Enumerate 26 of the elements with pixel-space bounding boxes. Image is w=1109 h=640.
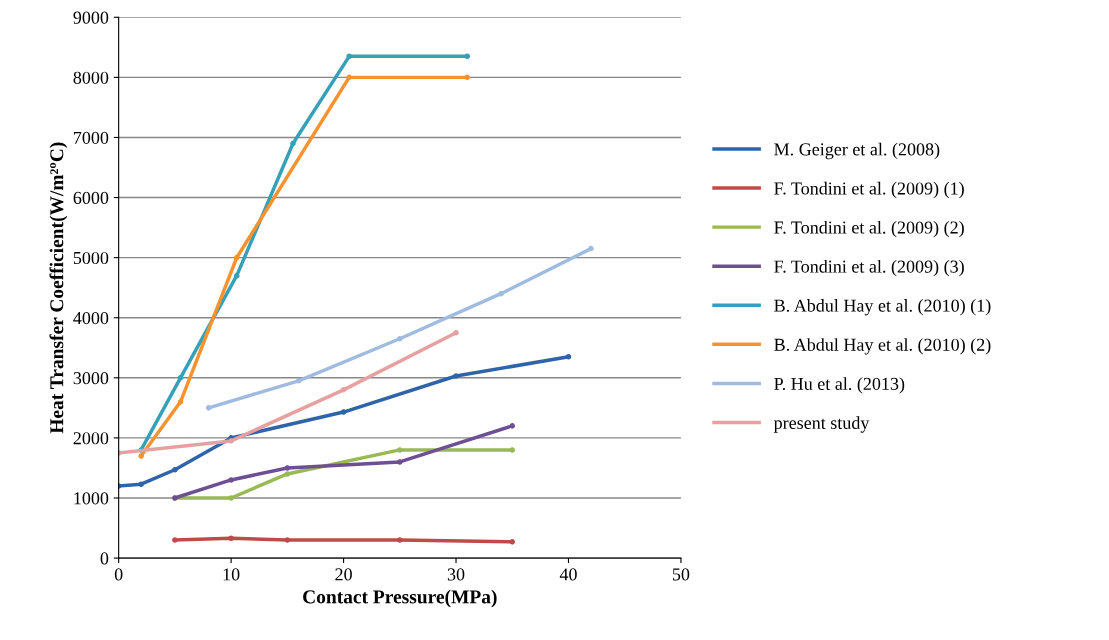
- legend-label: B. Abdul Hay et al. (2010) (1): [774, 299, 991, 316]
- y-tick-label: 5000: [73, 251, 109, 265]
- y-tick-label: 2000: [73, 432, 109, 445]
- x-tick-label: 10: [223, 568, 240, 581]
- y-tick-label: 0: [100, 552, 109, 565]
- y-tick-label: 4000: [73, 311, 109, 325]
- legend-label: F. Tondini et al. (2009) (2): [774, 220, 964, 238]
- x-tick-label: 50: [672, 568, 690, 581]
- legend-label: P. Hu et al. (2013): [774, 377, 905, 394]
- y-tick-label: 6000: [73, 191, 109, 204]
- x-tick-label: 30: [447, 568, 465, 581]
- x-tick-label: 20: [335, 568, 352, 581]
- x-tick-label: 0: [114, 568, 123, 581]
- x-tick-label: 40: [559, 568, 577, 581]
- y-tick-label: 7000: [74, 131, 109, 144]
- y-tick-label: 9000: [73, 11, 109, 24]
- legend-label: M. Geiger et al. (2008): [774, 142, 940, 160]
- y-tick-label: 3000: [73, 372, 109, 385]
- y-axis-title: Heat Transfer Coefficient(W/m²ºC): [49, 142, 68, 434]
- x-axis-title: Contact Pressure(MPa): [303, 589, 497, 608]
- legend-label: B. Abdul Hay et al. (2010) (2): [774, 338, 991, 355]
- legend-label: present study: [773, 416, 870, 433]
- legend-label: F. Tondini et al. (2009) (3): [774, 259, 964, 277]
- legend-label: F. Tondini et al. (2009) (1): [774, 181, 964, 199]
- y-tick-label: 8000: [73, 71, 109, 84]
- y-tick-label: 1000: [74, 492, 109, 505]
